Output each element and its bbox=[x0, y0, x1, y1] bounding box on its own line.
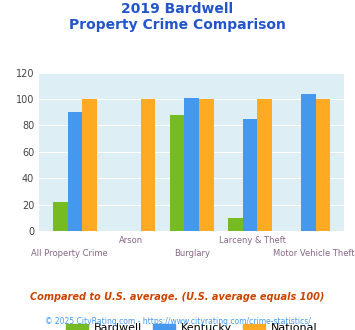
Text: 2019 Bardwell: 2019 Bardwell bbox=[121, 2, 234, 16]
Bar bbox=[243, 119, 257, 231]
Text: © 2025 CityRating.com - https://www.cityrating.com/crime-statistics/: © 2025 CityRating.com - https://www.city… bbox=[45, 317, 310, 326]
Bar bbox=[228, 218, 243, 231]
Text: Motor Vehicle Theft: Motor Vehicle Theft bbox=[273, 249, 355, 258]
Bar bbox=[257, 99, 272, 231]
Bar bbox=[199, 99, 214, 231]
Text: Burglary: Burglary bbox=[174, 249, 210, 258]
Text: Property Crime Comparison: Property Crime Comparison bbox=[69, 18, 286, 32]
Text: Compared to U.S. average. (U.S. average equals 100): Compared to U.S. average. (U.S. average … bbox=[30, 292, 325, 302]
Text: Arson: Arson bbox=[119, 236, 143, 245]
Bar bbox=[170, 115, 184, 231]
Text: Larceny & Theft: Larceny & Theft bbox=[219, 236, 286, 245]
Bar bbox=[301, 94, 316, 231]
Bar bbox=[184, 98, 199, 231]
Bar bbox=[82, 99, 97, 231]
Bar bbox=[316, 99, 331, 231]
Bar bbox=[141, 99, 155, 231]
Legend: Bardwell, Kentucky, National: Bardwell, Kentucky, National bbox=[61, 319, 322, 330]
Bar bbox=[67, 112, 82, 231]
Text: All Property Crime: All Property Crime bbox=[31, 249, 108, 258]
Bar bbox=[53, 202, 67, 231]
